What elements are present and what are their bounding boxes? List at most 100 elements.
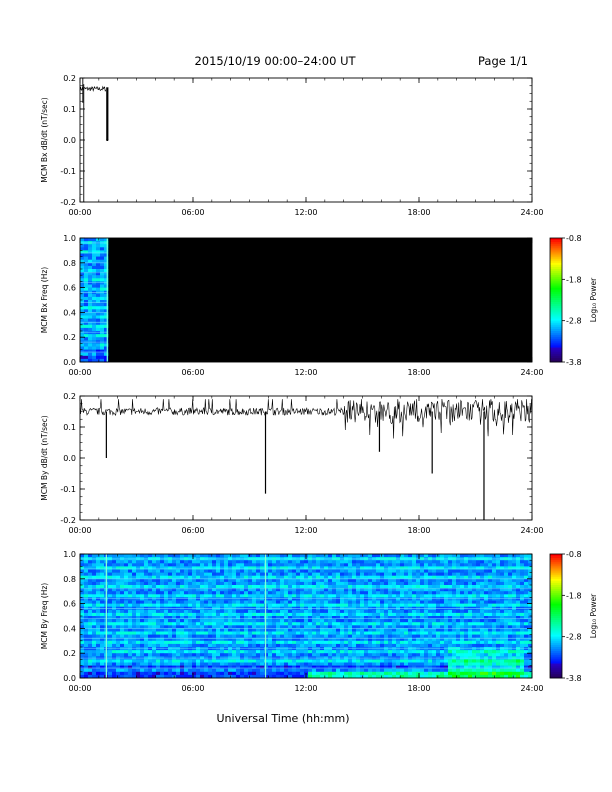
heatmap-cell bbox=[252, 637, 257, 642]
heatmap-cell bbox=[432, 643, 437, 648]
heatmap-cell bbox=[316, 597, 321, 601]
colorbar-segment bbox=[550, 324, 562, 328]
heatmap-cell bbox=[408, 594, 413, 598]
heatmap-cell bbox=[344, 578, 349, 583]
heatmap-cell bbox=[148, 625, 153, 629]
heatmap-cell bbox=[128, 600, 133, 604]
heatmap-cell bbox=[208, 625, 213, 629]
heatmap-cell bbox=[192, 591, 197, 595]
heatmap-cell bbox=[96, 331, 101, 335]
heatmap-cell bbox=[380, 647, 385, 651]
heatmap-cell bbox=[400, 653, 405, 657]
heatmap-cell bbox=[112, 650, 117, 654]
heatmap-cell bbox=[336, 662, 341, 666]
heatmap-cell bbox=[336, 597, 341, 601]
heatmap-cell bbox=[492, 643, 497, 648]
heatmap-cell bbox=[112, 563, 117, 567]
colorbar-segment bbox=[550, 289, 562, 293]
heatmap-cell bbox=[240, 572, 245, 576]
heatmap-cell bbox=[248, 634, 253, 638]
heatmap-cell bbox=[108, 569, 113, 573]
heatmap-cell bbox=[300, 637, 305, 642]
heatmap-cell bbox=[436, 665, 441, 669]
heatmap-cell bbox=[124, 634, 129, 638]
heatmap-cell bbox=[80, 597, 85, 601]
heatmap-cell bbox=[300, 634, 305, 638]
heatmap-cell bbox=[232, 634, 237, 638]
heatmap-cell bbox=[436, 622, 441, 626]
heatmap-cell bbox=[392, 634, 397, 638]
heatmap-cell bbox=[308, 612, 313, 617]
heatmap-cell bbox=[276, 643, 281, 648]
heatmap-cell bbox=[228, 588, 233, 592]
heatmap-cell bbox=[332, 609, 337, 614]
heatmap-cell bbox=[308, 588, 313, 592]
heatmap-cell bbox=[408, 566, 413, 570]
heatmap-cell bbox=[384, 674, 389, 679]
heatmap-cell bbox=[272, 616, 277, 620]
heatmap-cell bbox=[332, 653, 337, 657]
heatmap-cell bbox=[432, 569, 437, 573]
heatmap-cell bbox=[336, 612, 341, 617]
heatmap-cell bbox=[496, 616, 501, 620]
heatmap-cell bbox=[160, 653, 165, 657]
heatmap-cell bbox=[352, 631, 357, 635]
heatmap-cell bbox=[408, 560, 413, 564]
heatmap-cell bbox=[424, 631, 429, 635]
heatmap-cell bbox=[136, 662, 141, 666]
heatmap-cell bbox=[312, 640, 317, 645]
heatmap-cell bbox=[324, 674, 329, 679]
heatmap-cell bbox=[292, 674, 297, 679]
heatmap-cell bbox=[116, 637, 121, 642]
heatmap-cell bbox=[504, 581, 509, 586]
heatmap-cell bbox=[360, 665, 365, 669]
heatmap-cell bbox=[364, 575, 369, 580]
heatmap-cell bbox=[92, 575, 97, 580]
heatmap-cell bbox=[160, 631, 165, 635]
heatmap-cell bbox=[88, 324, 93, 329]
heatmap-cell bbox=[296, 650, 301, 654]
heatmap-cell bbox=[496, 572, 501, 576]
heatmap-cell bbox=[92, 309, 97, 313]
heatmap-cell bbox=[88, 578, 93, 583]
heatmap-cell bbox=[404, 563, 409, 567]
heatmap-cell bbox=[436, 560, 441, 564]
heatmap-cell bbox=[208, 634, 213, 638]
heatmap-cell bbox=[236, 569, 241, 573]
heatmap-cell bbox=[228, 619, 233, 623]
heatmap-cell bbox=[108, 597, 113, 601]
heatmap-cell bbox=[144, 609, 149, 614]
heatmap-cell bbox=[492, 671, 497, 676]
heatmap-cell bbox=[372, 575, 377, 580]
heatmap-cell bbox=[276, 594, 281, 598]
heatmap-cell bbox=[100, 560, 105, 564]
heatmap-cell bbox=[432, 665, 437, 669]
heatmap-cell bbox=[284, 612, 289, 617]
heatmap-cell bbox=[224, 597, 229, 601]
heatmap-cell bbox=[156, 640, 161, 645]
heatmap-cell bbox=[348, 659, 353, 663]
heatmap-cell bbox=[336, 634, 341, 638]
heatmap-cell bbox=[372, 659, 377, 663]
heatmap-cell bbox=[324, 612, 329, 617]
heatmap-cell bbox=[248, 640, 253, 645]
heatmap-cell bbox=[104, 355, 109, 360]
heatmap-cell bbox=[248, 616, 253, 620]
heatmap-cell bbox=[160, 594, 165, 598]
heatmap-cell bbox=[252, 597, 257, 601]
heatmap-cell bbox=[268, 609, 273, 614]
heatmap-cell bbox=[408, 628, 413, 632]
colorbar-segment bbox=[550, 343, 562, 346]
heatmap-cell bbox=[392, 625, 397, 629]
heatmap-cell bbox=[116, 560, 121, 564]
heatmap-cell bbox=[296, 597, 301, 601]
heatmap-cell bbox=[148, 622, 153, 626]
heatmap-cell bbox=[300, 653, 305, 657]
heatmap-cell bbox=[252, 616, 257, 620]
heatmap-cell bbox=[372, 585, 377, 589]
colorbar-segment bbox=[550, 287, 562, 291]
heatmap-cell bbox=[192, 609, 197, 614]
heatmap-cell bbox=[284, 603, 289, 607]
heatmap-cell bbox=[436, 609, 441, 614]
heatmap-cell bbox=[360, 603, 365, 607]
